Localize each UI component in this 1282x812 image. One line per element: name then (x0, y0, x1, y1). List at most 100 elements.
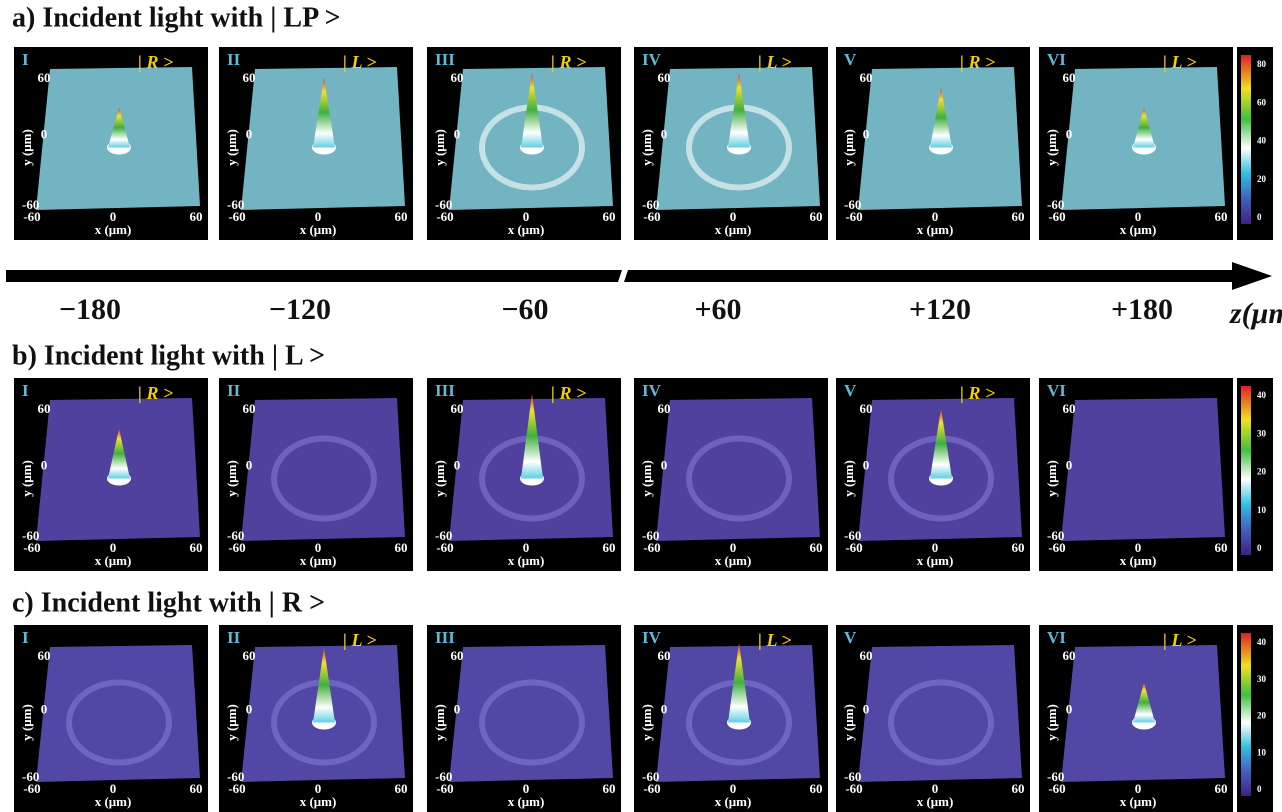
panel-label: I (22, 381, 29, 400)
panel: III600-60y (μm)-60060x (μm) (427, 625, 621, 812)
panel-label: I (22, 50, 29, 69)
colorbar-tick: 0 (1257, 212, 1262, 222)
x-label: x (μm) (508, 794, 545, 809)
colorbar-scale (1241, 633, 1251, 796)
y-label: y (μm) (19, 129, 34, 166)
x-tick: 60 (810, 540, 823, 555)
x-tick: -60 (1048, 540, 1065, 555)
state-label: | L > (1163, 630, 1197, 650)
y-tick: 0 (1066, 701, 1073, 716)
panel-label: V (844, 628, 857, 647)
x-tick: -60 (228, 540, 245, 555)
y-tick: 60 (1063, 401, 1076, 416)
y-label: y (μm) (224, 129, 239, 166)
state-label: | R > (138, 52, 173, 72)
row-title: b) Incident light with | L > (12, 340, 325, 371)
x-tick: -60 (845, 209, 862, 224)
panel: IV600-60y (μm)-60060x (μm) (634, 378, 828, 571)
x-tick: -60 (228, 781, 245, 796)
y-tick: 0 (1066, 126, 1073, 141)
x-label: x (μm) (917, 222, 954, 237)
y-tick: 60 (451, 70, 464, 85)
y-tick: 0 (1066, 457, 1073, 472)
panel: II| L >600-60y (μm)-60060x (μm) (219, 625, 413, 812)
x-tick: 60 (1215, 540, 1228, 555)
x-tick: -60 (845, 540, 862, 555)
y-tick: 60 (243, 70, 256, 85)
y-label: y (μm) (639, 129, 654, 166)
colorbar-tick: 40 (1257, 390, 1267, 400)
x-label: x (μm) (917, 553, 954, 568)
y-label: y (μm) (432, 704, 447, 741)
figure: a) Incident light with | LP > I | R > 60 0 -6… (0, 0, 1282, 812)
colorbar-tick: 0 (1257, 784, 1262, 794)
panel: VI| L >600-60y (μm)-60060x (μm) (1039, 625, 1233, 812)
x-tick: 60 (810, 781, 823, 796)
panel: V| R >600-60y (μm)-60060x (μm) (836, 378, 1030, 571)
y-label: y (μm) (841, 460, 856, 497)
y-tick: 60 (860, 70, 873, 85)
state-label: | L > (758, 52, 792, 72)
state-label: | L > (343, 52, 377, 72)
y-tick: 0 (661, 701, 668, 716)
panel-label: IV (642, 50, 662, 69)
y-label: y (μm) (432, 460, 447, 497)
x-tick: 60 (1012, 540, 1025, 555)
panel-label: III (435, 50, 455, 69)
x-tick: -60 (845, 781, 862, 796)
colorbar-tick: 30 (1257, 674, 1267, 684)
x-tick: 60 (603, 540, 616, 555)
panel-label: VI (1047, 50, 1066, 69)
x-tick: 60 (603, 781, 616, 796)
y-tick: 0 (246, 457, 253, 472)
panel: III| R >600-60y (μm)-60060x (μm) (427, 47, 621, 240)
x-tick: -60 (436, 781, 453, 796)
x-tick: -60 (643, 781, 660, 796)
x-label: x (μm) (917, 794, 954, 809)
colorbar-tick: 20 (1257, 711, 1267, 721)
y-tick: 60 (38, 70, 51, 85)
panel-label: I (22, 628, 29, 647)
state-label: | R > (551, 52, 586, 72)
y-label: y (μm) (1044, 129, 1059, 166)
colorbar-tick: 10 (1257, 505, 1267, 515)
colorbar-tick: 20 (1257, 467, 1267, 477)
y-tick: 0 (41, 126, 48, 141)
y-tick: 0 (246, 701, 253, 716)
y-label: y (μm) (432, 129, 447, 166)
y-tick: 0 (246, 126, 253, 141)
panel-label: V (844, 50, 857, 69)
x-label: x (μm) (508, 222, 545, 237)
y-tick: 60 (451, 401, 464, 416)
panel-label: II (227, 50, 241, 69)
x-label: x (μm) (300, 222, 337, 237)
x-tick: -60 (1048, 209, 1065, 224)
y-label: y (μm) (639, 460, 654, 497)
row-title: c) Incident light with | R > (12, 587, 325, 618)
x-tick: -60 (23, 209, 40, 224)
y-label: y (μm) (1044, 704, 1059, 741)
panel-label: IV (642, 628, 662, 647)
x-tick: 60 (190, 781, 203, 796)
state-label: | R > (960, 383, 995, 403)
y-label: y (μm) (639, 704, 654, 741)
y-tick: 60 (451, 648, 464, 663)
x-tick: -60 (436, 540, 453, 555)
panel-label: VI (1047, 628, 1066, 647)
y-tick: 60 (658, 401, 671, 416)
x-tick: -60 (228, 209, 245, 224)
panel-label: II (227, 628, 241, 647)
y-tick: 60 (860, 401, 873, 416)
y-tick: 0 (661, 457, 668, 472)
x-tick: 60 (810, 209, 823, 224)
y-tick: 0 (661, 126, 668, 141)
panel-label: V (844, 381, 857, 400)
x-label: x (μm) (1120, 794, 1157, 809)
row-title: a) Incident light with | LP > (12, 2, 341, 33)
z-arrow (6, 262, 1272, 290)
x-tick: 60 (1215, 209, 1228, 224)
